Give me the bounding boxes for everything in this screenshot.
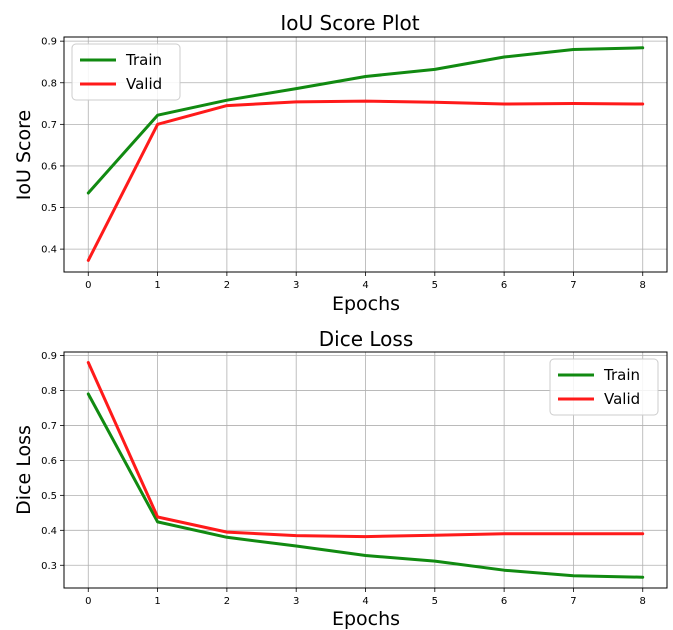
legend-label-train: Train — [125, 51, 162, 69]
x-tick-label: 8 — [640, 280, 646, 291]
x-tick-label: 7 — [570, 596, 576, 607]
x-tick-label: 0 — [85, 596, 91, 607]
y-tick-label: 0.6 — [41, 456, 57, 467]
y-tick-label: 0.9 — [41, 37, 57, 48]
legend: Train Valid — [549, 358, 659, 416]
chart-title: Dice Loss — [319, 327, 413, 351]
y-tick-label: 0.5 — [41, 203, 57, 214]
y-axis-label: IoU Score — [13, 110, 35, 200]
x-tick-label: 3 — [293, 280, 299, 291]
series-line-valid — [86, 99, 645, 262]
legend-label-valid: Valid — [126, 75, 162, 93]
legend: Train Valid — [71, 43, 181, 101]
x-tick-label: 6 — [501, 280, 507, 291]
series-line-train — [86, 392, 645, 579]
x-tick-label: 3 — [293, 596, 299, 607]
x-tick-label: 4 — [362, 280, 368, 291]
x-tick-label: 2 — [224, 596, 230, 607]
y-tick-label: 0.4 — [41, 245, 57, 256]
chart-title: IoU Score Plot — [280, 11, 419, 35]
x-axis-label: Epochs — [332, 293, 400, 315]
y-axis-label: Dice Loss — [13, 425, 35, 515]
y-tick-label: 0.7 — [41, 120, 57, 131]
legend-label-train: Train — [603, 366, 640, 384]
x-tick-label: 0 — [85, 280, 91, 291]
x-tick-label: 5 — [432, 280, 438, 291]
x-tick-label: 5 — [432, 596, 438, 607]
y-tick-label: 0.5 — [41, 491, 57, 502]
y-tick-label: 0.3 — [41, 561, 57, 572]
legend-box — [71, 43, 181, 101]
y-tick-label: 0.8 — [41, 386, 57, 397]
x-tick-label: 4 — [362, 596, 368, 607]
y-tick-label: 0.8 — [41, 78, 57, 89]
y-tick-label: 0.9 — [41, 351, 57, 362]
series-line-train — [86, 46, 645, 195]
x-tick-label: 1 — [154, 280, 160, 291]
y-tick-label: 0.7 — [41, 421, 57, 432]
x-tick-label: 8 — [640, 596, 646, 607]
x-tick-label: 1 — [154, 596, 160, 607]
legend-box — [549, 358, 659, 416]
legend-label-valid: Valid — [604, 390, 640, 408]
x-tick-label: 2 — [224, 280, 230, 291]
x-tick-label: 6 — [501, 596, 507, 607]
dice-loss-chart: Dice Loss 0 1 2 3 4 5 6 7 8 0.3 0.4 0.5 0.6 0.7 0.8 0.9… — [13, 327, 668, 630]
x-tick-label: 7 — [570, 280, 576, 291]
y-tick-label: 0.4 — [41, 526, 57, 537]
iou-score-chart: IoU Score Plot 0 1 2 3 4 5 6 7 8 0.4 0.5 0.6 0.7 0.8 0… — [13, 11, 668, 315]
y-tick-label: 0.6 — [41, 161, 57, 172]
x-axis-label: Epochs — [332, 608, 400, 630]
series-line-valid — [86, 361, 645, 539]
